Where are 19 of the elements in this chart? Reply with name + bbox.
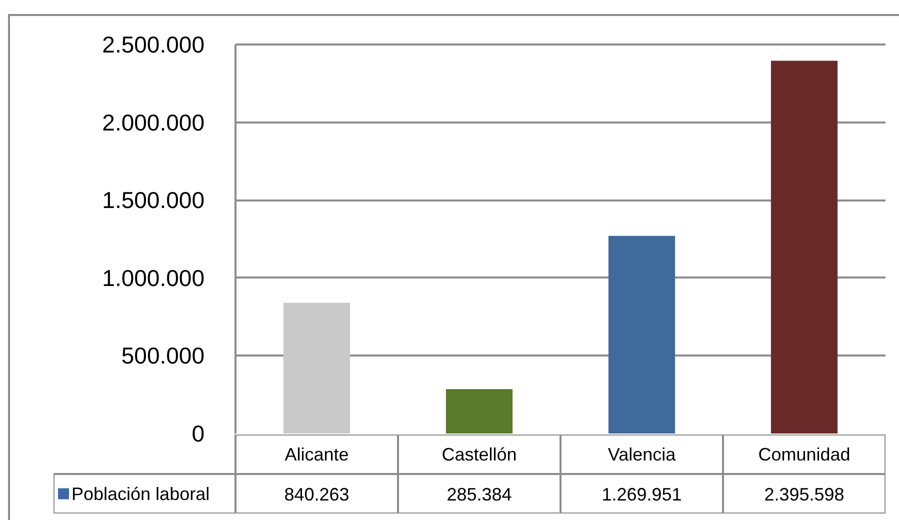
data-label: 2.395.598 bbox=[764, 484, 844, 504]
y-tick-label: 1.000.000 bbox=[102, 264, 205, 291]
data-label: 1.269.951 bbox=[602, 484, 682, 504]
data-label: 840.263 bbox=[284, 484, 350, 504]
bar bbox=[446, 389, 513, 434]
legend-label: Población laboral bbox=[72, 484, 210, 504]
x-tick-label: Valencia bbox=[608, 444, 677, 464]
bar bbox=[770, 60, 838, 434]
y-tick-label: 1.500.000 bbox=[102, 187, 205, 214]
y-tick-label: 2.000.000 bbox=[102, 109, 205, 136]
bar bbox=[608, 236, 676, 434]
y-tick-label: 0 bbox=[192, 420, 205, 446]
x-tick-label: Castellón bbox=[442, 444, 517, 464]
y-tick-label: 2.500.000 bbox=[102, 32, 205, 58]
x-tick-label: Alicante bbox=[284, 444, 349, 464]
y-tick-label: 500.000 bbox=[121, 342, 204, 369]
bar bbox=[283, 302, 350, 434]
data-label: 285.384 bbox=[446, 484, 512, 504]
x-tick-label: Comunidad bbox=[758, 444, 850, 464]
